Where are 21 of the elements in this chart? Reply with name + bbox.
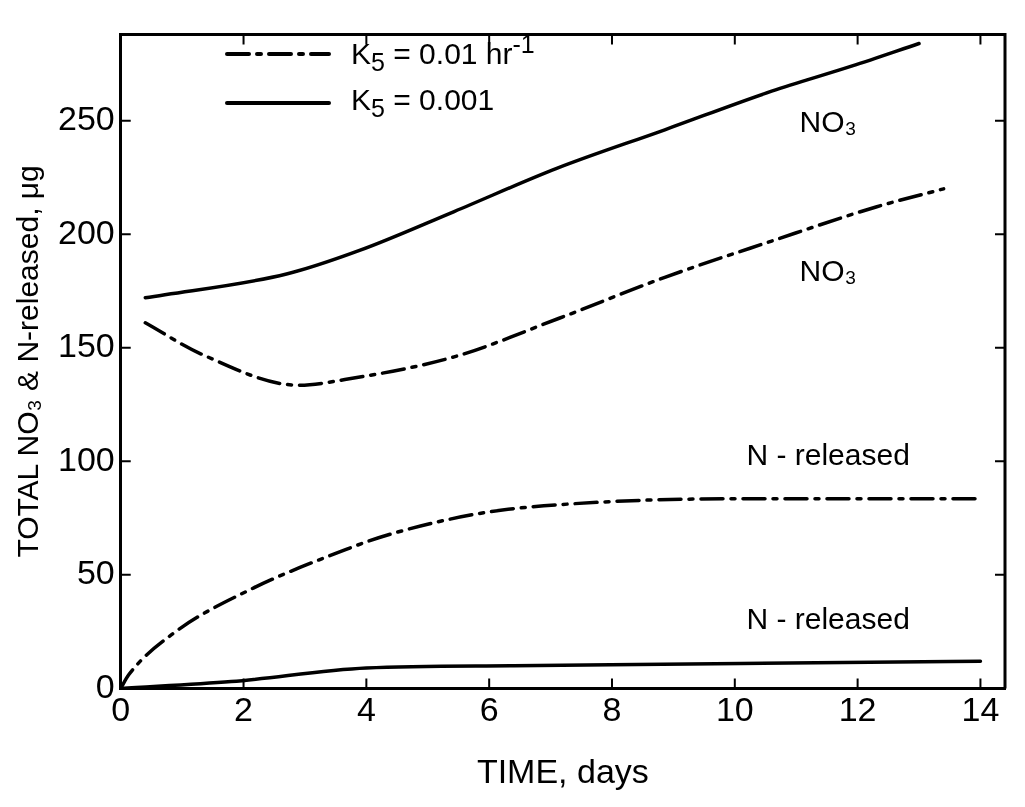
x-tick-label: 6 [479, 690, 499, 729]
annotation: NO₃ [799, 104, 857, 138]
y-tick-label: 150 [57, 326, 115, 365]
legend-label: K$_{5}$ = 0.001 [351, 83, 495, 123]
x-tick-label: 8 [602, 690, 622, 729]
x-tick-label: 2 [234, 690, 253, 729]
legend-label: K$_{5}$ = 0.01 hr$^{-1}$ [351, 30, 535, 77]
x-tick-label: 14 [961, 690, 1000, 729]
y-tick-label: 50 [76, 553, 115, 592]
y-tick-label: 100 [57, 439, 115, 478]
y-tick-label: 200 [57, 212, 115, 251]
annotation: N - released [746, 601, 910, 635]
line-series [143, 187, 946, 387]
y-axis-title: TOTAL NO₃ & N-released, μg [11, 165, 45, 558]
y-tick-label: 250 [57, 99, 115, 138]
annotation: N - released [746, 438, 910, 472]
x-axis-title: TIME, days [476, 751, 649, 790]
x-tick-label: 4 [356, 690, 376, 729]
x-tick-label: 10 [715, 690, 754, 729]
annotation: NO₃ [799, 253, 857, 287]
x-tick-label: 12 [838, 690, 877, 729]
